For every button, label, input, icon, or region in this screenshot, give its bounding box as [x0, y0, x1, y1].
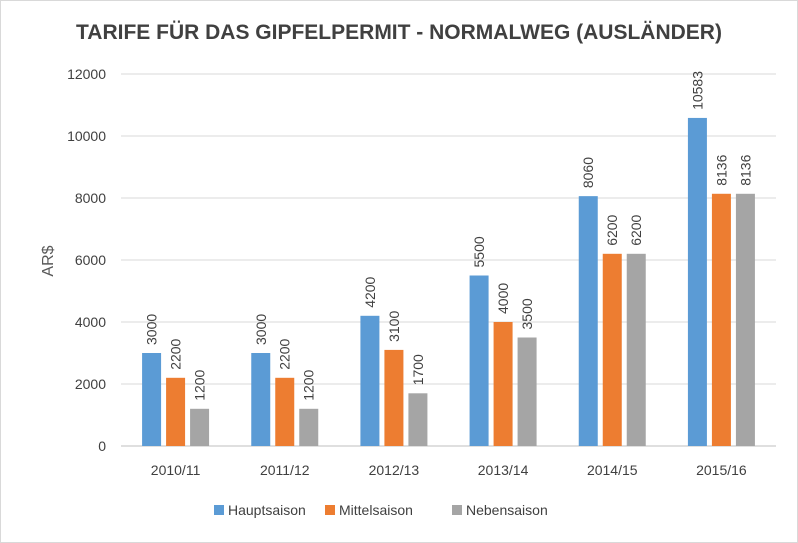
x-tick-label: 2013/14 — [478, 462, 529, 478]
data-label: 8136 — [737, 154, 753, 185]
data-label: 5500 — [471, 236, 487, 267]
y-tick-label: 6000 — [75, 252, 106, 268]
data-label: 1700 — [410, 354, 426, 385]
x-tick-label: 2012/13 — [369, 462, 420, 478]
data-label: 4200 — [362, 276, 378, 307]
data-label: 8136 — [713, 154, 729, 185]
bar-nebensaison — [626, 253, 646, 446]
bar-hauptsaison — [142, 353, 162, 446]
y-tick-label: 0 — [98, 438, 106, 454]
y-axis-label: AR$ — [40, 245, 57, 276]
x-tick-label: 2010/11 — [151, 462, 201, 478]
legend-swatch — [214, 505, 224, 515]
data-label: 1200 — [192, 369, 208, 400]
bar-mittelsaison — [275, 377, 295, 446]
y-tick-label: 4000 — [75, 314, 106, 330]
legend-label: Mittelsaison — [339, 502, 413, 518]
bar-nebensaison — [190, 408, 210, 446]
bar-hauptsaison — [469, 275, 489, 446]
data-label: 3500 — [519, 298, 535, 329]
bar-hauptsaison — [687, 117, 707, 446]
data-label: 6200 — [628, 214, 644, 245]
legend-swatch — [325, 505, 335, 515]
y-tick-label: 10000 — [67, 128, 106, 144]
data-label: 2200 — [277, 338, 293, 369]
legend-swatch — [452, 505, 462, 515]
y-tick-label: 8000 — [75, 190, 106, 206]
y-axis-ticks: 0 2000 4000 6000 8000 10000 12000 — [67, 66, 106, 454]
data-label: 10583 — [689, 71, 705, 110]
data-label: 2200 — [168, 338, 184, 369]
bar-mittelsaison — [166, 377, 186, 446]
bar-hauptsaison — [578, 196, 598, 446]
y-tick-label: 2000 — [75, 376, 106, 392]
bar-nebensaison — [735, 193, 755, 446]
chart-title: TARIFE FÜR DAS GIPFELPERMIT - NORMALWEG … — [76, 21, 722, 44]
bars — [142, 117, 755, 446]
x-tick-label: 2011/12 — [260, 462, 310, 478]
data-label: 8060 — [580, 157, 596, 188]
y-tick-label: 12000 — [67, 66, 106, 82]
x-tick-label: 2014/15 — [587, 462, 638, 478]
bar-nebensaison — [517, 337, 537, 446]
data-label: 3000 — [253, 314, 269, 345]
gridlines — [121, 73, 776, 447]
bar-nebensaison — [408, 393, 428, 446]
data-label: 3000 — [144, 314, 160, 345]
bar-hauptsaison — [251, 353, 271, 446]
bar-hauptsaison — [360, 315, 380, 446]
bar-mittelsaison — [602, 253, 622, 446]
bar-nebensaison — [299, 408, 319, 446]
data-label: 3100 — [386, 311, 402, 342]
bar-mittelsaison — [493, 322, 513, 446]
data-labels: 3000 2200 1200 3000 2200 1200 4200 3100 1700 5500… — [144, 71, 754, 401]
x-tick-label: 2015/16 — [696, 462, 747, 478]
legend-label: Nebensaison — [466, 502, 548, 518]
data-label: 4000 — [495, 283, 511, 314]
data-label: 6200 — [604, 214, 620, 245]
bar-mittelsaison — [711, 193, 731, 446]
legend-label: Hauptsaison — [228, 502, 306, 518]
legend: Hauptsaison Mittelsaison Nebensaison — [214, 502, 548, 518]
x-axis-ticks: 2010/11 2011/12 2012/13 2013/14 2014/15 2015/… — [151, 462, 747, 478]
bar-mittelsaison — [384, 349, 404, 446]
data-label: 1200 — [301, 369, 317, 400]
